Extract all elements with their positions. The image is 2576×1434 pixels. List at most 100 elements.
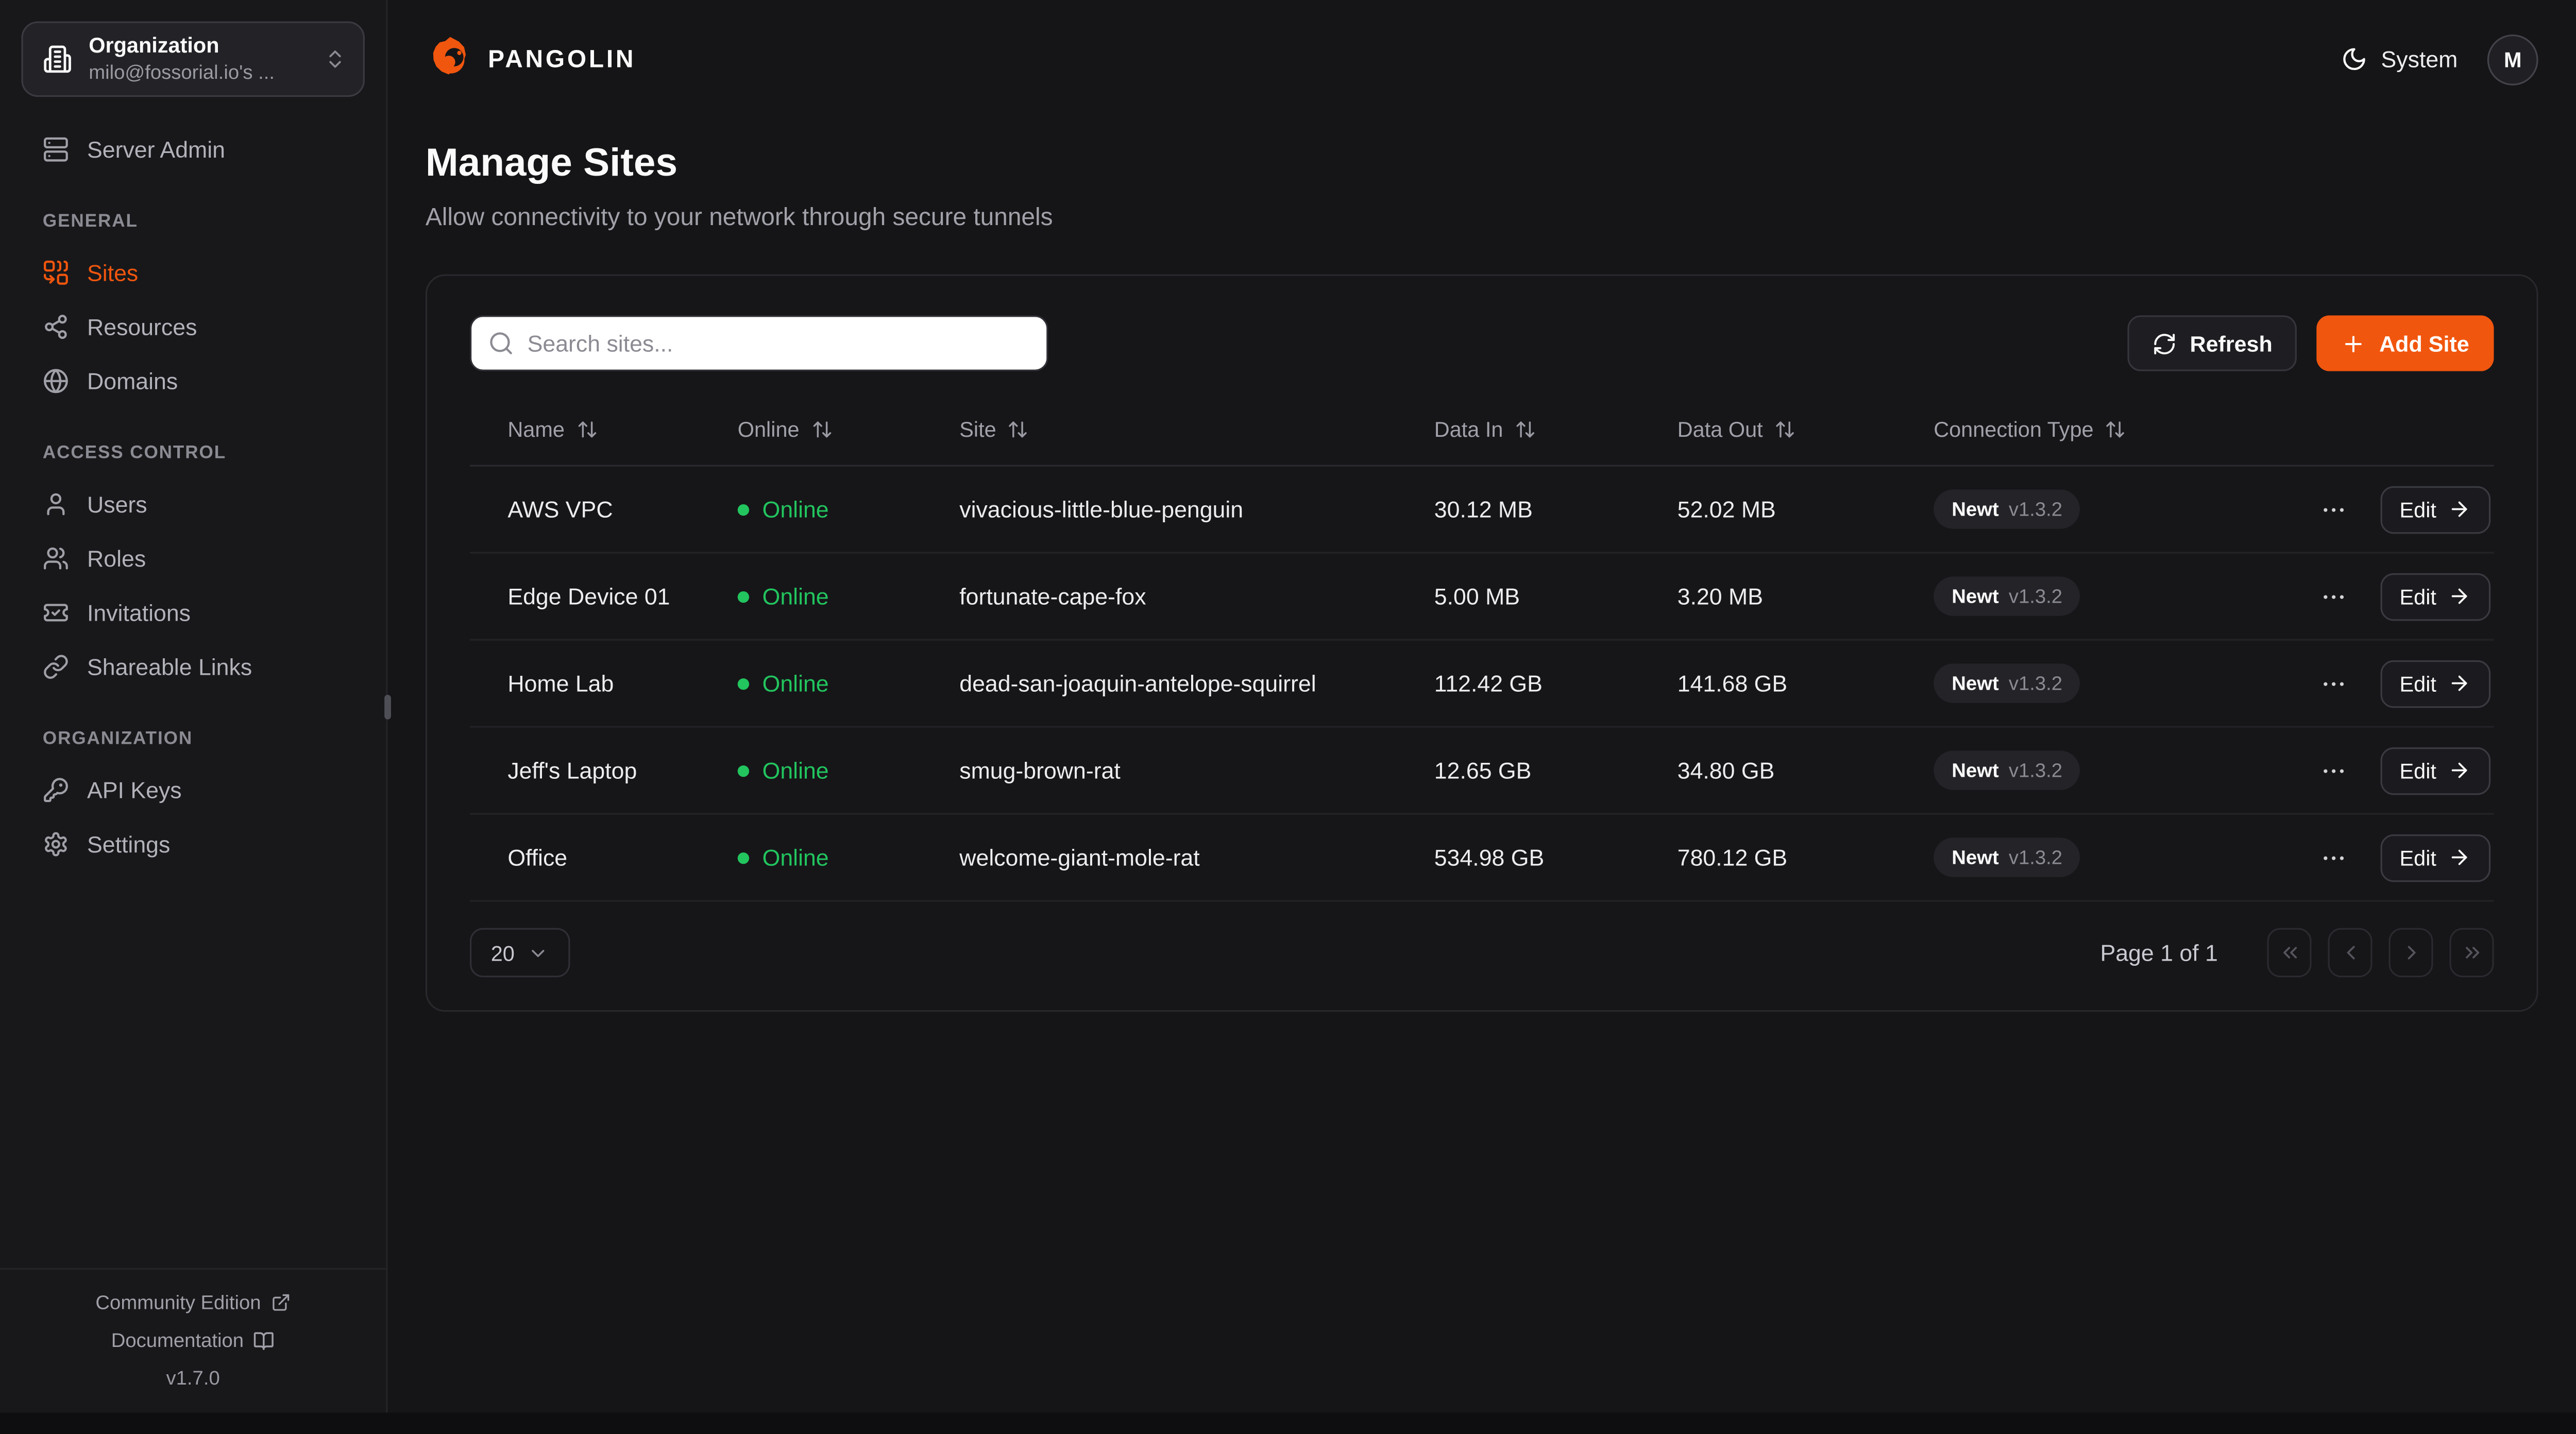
refresh-button[interactable]: Refresh: [2127, 315, 2297, 371]
page-title: Manage Sites: [425, 141, 678, 186]
column-label: Online: [737, 416, 800, 441]
row-actions: Edit: [2323, 572, 2494, 620]
connection-version: v1.3.2: [2008, 672, 2063, 695]
column-header-connection-type[interactable]: Connection Type: [1934, 416, 2325, 441]
search-input[interactable]: [469, 315, 1048, 371]
sidebar-item-server-admin[interactable]: Server Admin: [21, 122, 364, 176]
cell-site: fortunate-cape-fox: [959, 583, 1146, 610]
chevrons-up-down-icon: [324, 47, 347, 71]
first-page-button[interactable]: [2267, 928, 2312, 978]
page-head: Manage Sites Allow connectivity to your …: [426, 141, 2538, 231]
row-actions: Edit: [2323, 833, 2494, 881]
chevron-right-icon: [2399, 941, 2422, 964]
sidebar-item-label: Users: [87, 490, 147, 517]
gear-icon: [43, 830, 69, 857]
chevrons-left-icon: [2278, 941, 2301, 964]
sidebar-section-organization: ORGANIZATION: [42, 729, 193, 749]
connection-type: Newt: [1952, 498, 1999, 521]
row-menu-button[interactable]: [2313, 576, 2354, 617]
pagination-right: Page 1 of 1: [2100, 928, 2494, 978]
connection-type-badge: Newt v1.3.2: [1934, 663, 2081, 703]
sidebar-resize-handle[interactable]: [384, 694, 391, 720]
sidebar-item-roles[interactable]: Roles: [21, 531, 364, 585]
sidebar-item-label: Server Admin: [87, 135, 226, 162]
page-size-select[interactable]: 20: [469, 928, 570, 978]
ellipsis-icon: [2319, 756, 2347, 784]
main-area: PANGOLIN System M Manage Sites Allow con…: [388, 0, 2576, 1412]
column-header-online[interactable]: Online: [738, 416, 959, 441]
last-page-button[interactable]: [2449, 928, 2494, 978]
documentation-link[interactable]: Documentation: [111, 1329, 275, 1352]
row-actions: Edit: [2323, 659, 2494, 707]
row-menu-button[interactable]: [2313, 489, 2354, 530]
add-site-label: Add Site: [2379, 331, 2469, 356]
column-header-data-in[interactable]: Data In: [1434, 416, 1677, 441]
edit-label: Edit: [2399, 584, 2436, 609]
next-page-button[interactable]: [2388, 928, 2433, 978]
connection-version: v1.3.2: [2008, 846, 2063, 869]
sort-icon: [576, 418, 597, 439]
community-edition-link[interactable]: Community Edition: [95, 1291, 291, 1314]
sidebar-item-users[interactable]: Users: [21, 476, 364, 531]
table-row: Home Lab Online dead-san-joaquin-antelop…: [469, 641, 2494, 728]
row-actions: Edit: [2323, 485, 2494, 533]
edit-button[interactable]: Edit: [2380, 485, 2491, 533]
edit-button[interactable]: Edit: [2380, 746, 2491, 794]
sidebar-item-domains[interactable]: Domains: [21, 353, 364, 407]
topbar: PANGOLIN System M: [426, 0, 2538, 118]
row-menu-button[interactable]: [2313, 750, 2354, 791]
column-label: Name: [507, 416, 565, 441]
search-icon: [488, 330, 514, 356]
server-icon: [43, 135, 69, 162]
users-icon: [43, 544, 69, 571]
online-dot-icon: [737, 764, 750, 776]
sidebar-item-settings[interactable]: Settings: [21, 816, 364, 870]
chevron-left-icon: [2338, 941, 2362, 964]
sidebar-item-invitations[interactable]: Invitations: [21, 585, 364, 639]
column-header-name[interactable]: Name: [507, 416, 737, 441]
org-selector-value: milo@fossorial.io's ...: [89, 61, 275, 83]
pager-buttons: [2267, 928, 2494, 978]
column-header-site[interactable]: Site: [959, 416, 1434, 441]
moon-icon: [2342, 46, 2368, 72]
connection-type: Newt: [1952, 759, 1999, 782]
avatar[interactable]: M: [2487, 33, 2538, 85]
sidebar-item-label: Roles: [87, 544, 146, 571]
edit-button[interactable]: Edit: [2380, 572, 2491, 620]
sidebar-item-shareable-links[interactable]: Shareable Links: [21, 639, 364, 693]
row-menu-button[interactable]: [2313, 663, 2354, 704]
column-header-data-out[interactable]: Data Out: [1677, 416, 1934, 441]
org-selector[interactable]: Organization milo@fossorial.io's ...: [21, 21, 365, 97]
sort-icon: [2105, 418, 2126, 439]
online-dot-icon: [737, 590, 750, 602]
org-selector-texts: Organization milo@fossorial.io's ...: [89, 33, 275, 83]
column-label: Connection Type: [1934, 416, 2094, 441]
sidebar-item-label: Shareable Links: [87, 653, 252, 679]
column-label: Data Out: [1677, 416, 1763, 441]
brand-logo[interactable]: PANGOLIN: [426, 35, 636, 84]
sidebar-item-sites[interactable]: Sites: [21, 245, 364, 299]
resources-icon: [43, 313, 69, 339]
table-row: Jeff's Laptop Online smug-brown-rat 12.6…: [469, 728, 2494, 815]
sites-icon: [43, 259, 69, 285]
edit-button[interactable]: Edit: [2380, 833, 2491, 881]
sites-table: Name Online Site Data In: [469, 392, 2494, 902]
edit-button[interactable]: Edit: [2380, 659, 2491, 707]
refresh-icon: [2152, 331, 2177, 356]
add-site-button[interactable]: Add Site: [2316, 315, 2494, 371]
sidebar-item-resources[interactable]: Resources: [21, 299, 364, 353]
theme-toggle[interactable]: System: [2342, 46, 2458, 72]
user-icon: [43, 490, 69, 517]
globe-icon: [43, 367, 69, 394]
page-subtitle: Allow connectivity to your network throu…: [425, 203, 1053, 232]
row-menu-button[interactable]: [2313, 837, 2354, 878]
connection-type-badge: Newt v1.3.2: [1934, 750, 2081, 790]
sidebar-item-api-keys[interactable]: API Keys: [21, 762, 364, 816]
sort-icon: [1774, 418, 1795, 439]
connection-type: Newt: [1952, 672, 1999, 695]
sort-icon: [1515, 418, 1536, 439]
prev-page-button[interactable]: [2328, 928, 2372, 978]
pagination: 20 Page 1 of 1: [469, 928, 2494, 978]
edit-label: Edit: [2399, 497, 2436, 522]
connection-type-badge: Newt v1.3.2: [1934, 576, 2081, 616]
